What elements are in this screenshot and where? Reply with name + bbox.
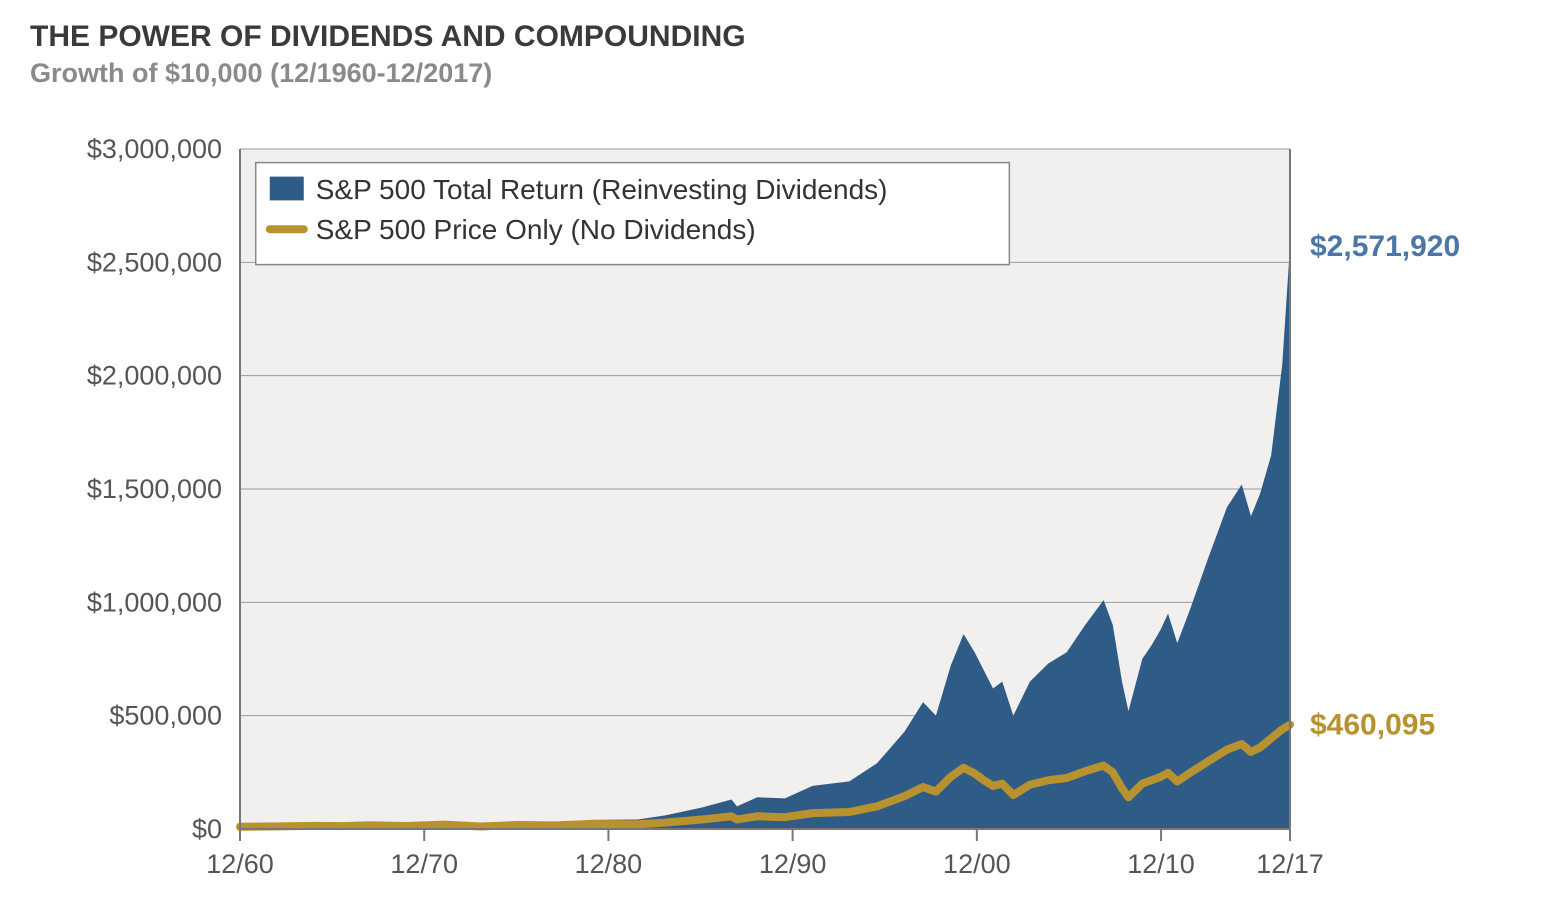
y-tick-label: $500,000: [109, 701, 222, 731]
legend-item-label: S&P 500 Price Only (No Dividends): [316, 214, 756, 245]
x-tick-label: 12/90: [759, 849, 827, 879]
y-tick-label: $1,000,000: [87, 587, 222, 617]
x-tick-label: 12/17: [1256, 849, 1324, 879]
x-tick-label: 12/10: [1127, 849, 1195, 879]
chart-plot: $0 $500,000 $1,000,000 $1,500,000 $2,000,000…: [30, 119, 1532, 899]
legend: S&P 500 Total Return (Reinvesting Divide…: [256, 163, 1010, 265]
x-tick-label: 12/00: [943, 849, 1011, 879]
y-tick-label: $2,500,000: [87, 247, 222, 277]
legend-item-label: S&P 500 Total Return (Reinvesting Divide…: [316, 174, 888, 205]
y-tick-label: $2,000,000: [87, 361, 222, 391]
x-tick-label: 12/80: [575, 849, 643, 879]
chart-subtitle: Growth of $10,000 (12/1960-12/2017): [30, 58, 1532, 89]
y-tick-label: $3,000,000: [87, 134, 222, 164]
chart-title: THE POWER OF DIVIDENDS AND COMPOUNDING: [30, 20, 1532, 54]
x-tick-label: 12/60: [206, 849, 274, 879]
callout-price-only: $460,095: [1310, 709, 1435, 742]
chart-container: THE POWER OF DIVIDENDS AND COMPOUNDING G…: [0, 0, 1562, 908]
x-tick-label: 12/70: [390, 849, 458, 879]
y-tick-label: $1,500,000: [87, 474, 222, 504]
callout-total-return: $2,571,920: [1310, 230, 1460, 263]
y-tick-label: $0: [192, 814, 222, 844]
chart-svg: $0 $500,000 $1,000,000 $1,500,000 $2,000,000…: [30, 119, 1530, 899]
